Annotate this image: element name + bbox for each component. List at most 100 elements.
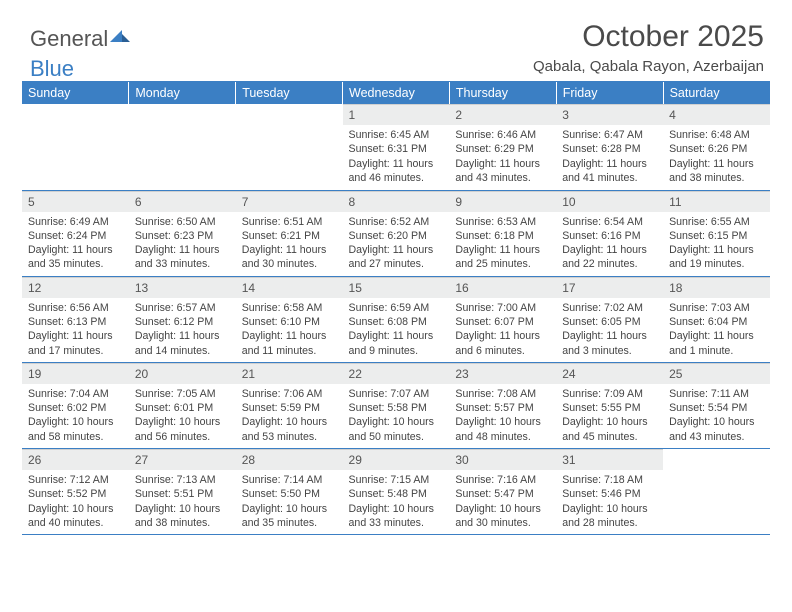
day-details: Sunrise: 7:06 AMSunset: 5:59 PMDaylight:… [236,384,343,448]
brand-part2: Blue [30,56,74,81]
weekday-header: Sunday [22,82,129,104]
brand-logo: General Blue [30,24,130,82]
day-details: Sunrise: 7:08 AMSunset: 5:57 PMDaylight:… [449,384,556,448]
day-number: 24 [556,363,663,384]
calendar-cell: 15Sunrise: 6:59 AMSunset: 6:08 PMDayligh… [343,276,450,362]
weekday-header: Monday [129,82,236,104]
calendar-cell: 30Sunrise: 7:16 AMSunset: 5:47 PMDayligh… [449,449,556,535]
calendar-cell: 18Sunrise: 7:03 AMSunset: 6:04 PMDayligh… [663,276,770,362]
day-number: 1 [343,104,450,125]
calendar-cell: 17Sunrise: 7:02 AMSunset: 6:05 PMDayligh… [556,276,663,362]
calendar-cell: 31Sunrise: 7:18 AMSunset: 5:46 PMDayligh… [556,449,663,535]
day-details: Sunrise: 7:00 AMSunset: 6:07 PMDaylight:… [449,298,556,362]
calendar-cell: 29Sunrise: 7:15 AMSunset: 5:48 PMDayligh… [343,449,450,535]
day-details: Sunrise: 6:50 AMSunset: 6:23 PMDaylight:… [129,212,236,276]
day-details: Sunrise: 6:48 AMSunset: 6:26 PMDaylight:… [663,125,770,189]
calendar-cell: 23Sunrise: 7:08 AMSunset: 5:57 PMDayligh… [449,362,556,448]
day-number: 28 [236,449,343,470]
day-details: Sunrise: 6:55 AMSunset: 6:15 PMDaylight:… [663,212,770,276]
calendar-body: 1Sunrise: 6:45 AMSunset: 6:31 PMDaylight… [22,104,770,535]
day-details: Sunrise: 7:07 AMSunset: 5:58 PMDaylight:… [343,384,450,448]
day-details: Sunrise: 7:02 AMSunset: 6:05 PMDaylight:… [556,298,663,362]
day-details: Sunrise: 7:12 AMSunset: 5:52 PMDaylight:… [22,470,129,534]
day-details: Sunrise: 7:15 AMSunset: 5:48 PMDaylight:… [343,470,450,534]
day-number: 8 [343,191,450,212]
calendar-row: 5Sunrise: 6:49 AMSunset: 6:24 PMDaylight… [22,190,770,276]
day-number: 25 [663,363,770,384]
day-number: 5 [22,191,129,212]
day-number: 21 [236,363,343,384]
day-number: 20 [129,363,236,384]
calendar-cell: 12Sunrise: 6:56 AMSunset: 6:13 PMDayligh… [22,276,129,362]
calendar-cell: 13Sunrise: 6:57 AMSunset: 6:12 PMDayligh… [129,276,236,362]
day-number: 30 [449,449,556,470]
calendar-cell-empty [129,104,236,190]
calendar-cell-empty [663,449,770,535]
day-details: Sunrise: 6:54 AMSunset: 6:16 PMDaylight:… [556,212,663,276]
calendar-header-row: SundayMondayTuesdayWednesdayThursdayFrid… [22,82,770,104]
day-details: Sunrise: 7:09 AMSunset: 5:55 PMDaylight:… [556,384,663,448]
day-details: Sunrise: 6:45 AMSunset: 6:31 PMDaylight:… [343,125,450,189]
calendar-cell: 2Sunrise: 6:46 AMSunset: 6:29 PMDaylight… [449,104,556,190]
page-header: October 2025 Qabala, Qabala Rayon, Azerb… [22,20,770,75]
flag-icon [110,24,130,50]
day-details: Sunrise: 6:51 AMSunset: 6:21 PMDaylight:… [236,212,343,276]
calendar-table: SundayMondayTuesdayWednesdayThursdayFrid… [22,82,770,535]
day-details: Sunrise: 6:47 AMSunset: 6:28 PMDaylight:… [556,125,663,189]
day-number: 29 [343,449,450,470]
calendar-cell: 5Sunrise: 6:49 AMSunset: 6:24 PMDaylight… [22,190,129,276]
day-number: 12 [22,277,129,298]
calendar-cell: 11Sunrise: 6:55 AMSunset: 6:15 PMDayligh… [663,190,770,276]
day-details: Sunrise: 6:53 AMSunset: 6:18 PMDaylight:… [449,212,556,276]
calendar-row: 26Sunrise: 7:12 AMSunset: 5:52 PMDayligh… [22,449,770,535]
calendar-row: 1Sunrise: 6:45 AMSunset: 6:31 PMDaylight… [22,104,770,190]
calendar-cell: 6Sunrise: 6:50 AMSunset: 6:23 PMDaylight… [129,190,236,276]
day-number: 17 [556,277,663,298]
day-number: 16 [449,277,556,298]
day-number: 27 [129,449,236,470]
day-details: Sunrise: 6:58 AMSunset: 6:10 PMDaylight:… [236,298,343,362]
day-details: Sunrise: 7:11 AMSunset: 5:54 PMDaylight:… [663,384,770,448]
calendar-cell: 22Sunrise: 7:07 AMSunset: 5:58 PMDayligh… [343,362,450,448]
calendar-row: 12Sunrise: 6:56 AMSunset: 6:13 PMDayligh… [22,276,770,362]
calendar-cell: 1Sunrise: 6:45 AMSunset: 6:31 PMDaylight… [343,104,450,190]
day-number: 26 [22,449,129,470]
day-number: 7 [236,191,343,212]
brand-part1: General [30,26,108,51]
day-number: 11 [663,191,770,212]
day-number: 31 [556,449,663,470]
calendar-cell: 3Sunrise: 6:47 AMSunset: 6:28 PMDaylight… [556,104,663,190]
day-number: 6 [129,191,236,212]
weekday-header: Tuesday [236,82,343,104]
calendar-cell: 10Sunrise: 6:54 AMSunset: 6:16 PMDayligh… [556,190,663,276]
day-number: 9 [449,191,556,212]
calendar-cell: 19Sunrise: 7:04 AMSunset: 6:02 PMDayligh… [22,362,129,448]
calendar-cell: 24Sunrise: 7:09 AMSunset: 5:55 PMDayligh… [556,362,663,448]
day-number: 4 [663,104,770,125]
calendar-cell: 25Sunrise: 7:11 AMSunset: 5:54 PMDayligh… [663,362,770,448]
weekday-header: Friday [556,82,663,104]
page-title: October 2025 [22,20,764,54]
day-details: Sunrise: 7:05 AMSunset: 6:01 PMDaylight:… [129,384,236,448]
day-number: 15 [343,277,450,298]
day-details: Sunrise: 6:56 AMSunset: 6:13 PMDaylight:… [22,298,129,362]
day-number: 3 [556,104,663,125]
calendar-cell: 9Sunrise: 6:53 AMSunset: 6:18 PMDaylight… [449,190,556,276]
calendar-cell: 28Sunrise: 7:14 AMSunset: 5:50 PMDayligh… [236,449,343,535]
calendar-cell: 7Sunrise: 6:51 AMSunset: 6:21 PMDaylight… [236,190,343,276]
day-details: Sunrise: 6:57 AMSunset: 6:12 PMDaylight:… [129,298,236,362]
calendar-cell: 8Sunrise: 6:52 AMSunset: 6:20 PMDaylight… [343,190,450,276]
day-number: 14 [236,277,343,298]
day-details: Sunrise: 7:14 AMSunset: 5:50 PMDaylight:… [236,470,343,534]
day-number: 13 [129,277,236,298]
day-details: Sunrise: 6:52 AMSunset: 6:20 PMDaylight:… [343,212,450,276]
day-details: Sunrise: 7:13 AMSunset: 5:51 PMDaylight:… [129,470,236,534]
day-details: Sunrise: 6:46 AMSunset: 6:29 PMDaylight:… [449,125,556,189]
day-details: Sunrise: 6:49 AMSunset: 6:24 PMDaylight:… [22,212,129,276]
calendar-cell: 27Sunrise: 7:13 AMSunset: 5:51 PMDayligh… [129,449,236,535]
day-number: 10 [556,191,663,212]
calendar-row: 19Sunrise: 7:04 AMSunset: 6:02 PMDayligh… [22,362,770,448]
calendar-cell: 14Sunrise: 6:58 AMSunset: 6:10 PMDayligh… [236,276,343,362]
day-number: 18 [663,277,770,298]
calendar-cell: 20Sunrise: 7:05 AMSunset: 6:01 PMDayligh… [129,362,236,448]
